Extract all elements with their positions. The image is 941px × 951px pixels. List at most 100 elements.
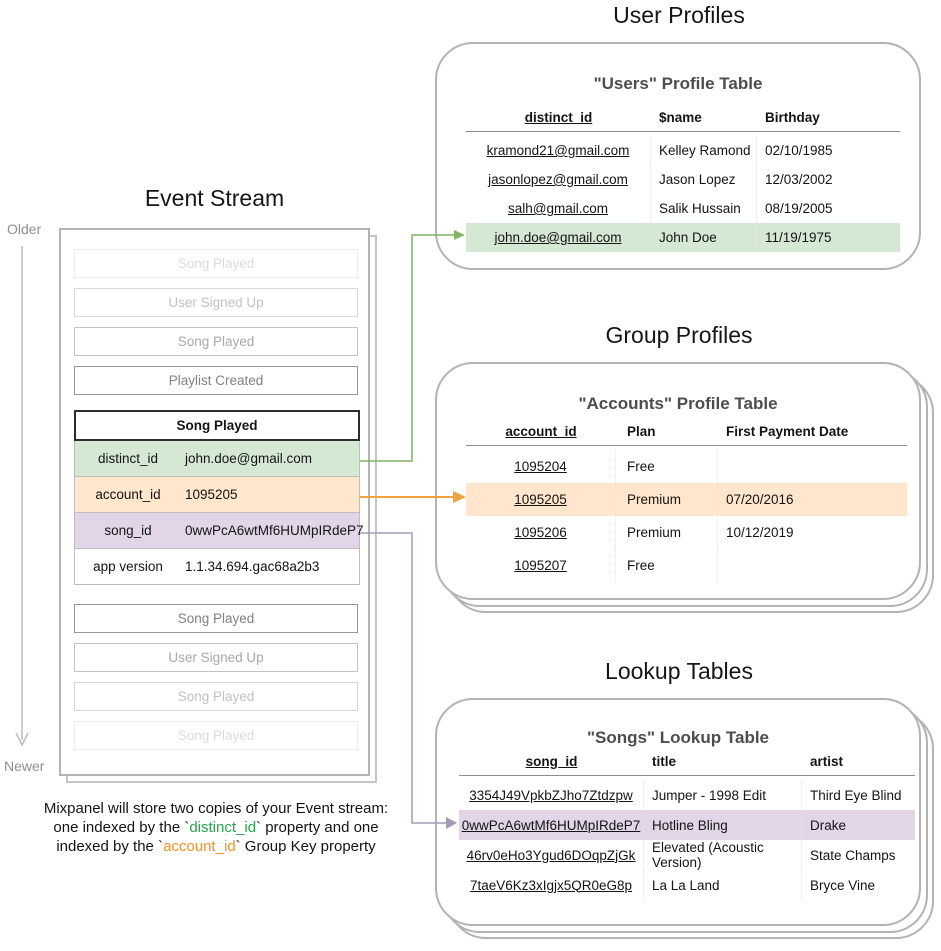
accounts-profile-card: "Accounts" Profile Table account_id Plan… bbox=[435, 362, 921, 600]
cell-plan: Premium bbox=[616, 516, 718, 549]
caption-text: ` property and one bbox=[256, 819, 379, 836]
users-table: distinct_id $name Birthday kramond21@gma… bbox=[466, 106, 900, 252]
cell-first-payment-date bbox=[718, 450, 907, 483]
cell-song-id: 46rv0eHo3Ygud6DOqpZjGk bbox=[459, 840, 644, 870]
table-row-highlighted: john.doe@gmail.com John Doe 11/19/1975 bbox=[466, 223, 900, 252]
column-header: Birthday bbox=[765, 109, 820, 125]
cell-name: John Doe bbox=[651, 223, 757, 252]
cell-birthday: 08/19/2005 bbox=[765, 201, 833, 216]
songs-table-header: song_id title artist bbox=[459, 750, 915, 772]
event-item: Playlist Created bbox=[74, 366, 358, 395]
older-label: Older bbox=[7, 221, 42, 237]
cell-account-id: 1095205 bbox=[466, 483, 616, 516]
distinct-id-token: distinct_id bbox=[189, 819, 257, 836]
cell-account-id: 1095206 bbox=[466, 516, 616, 549]
caption-text: ` Group Key property bbox=[235, 838, 376, 855]
property-value: john.doe@gmail.com bbox=[185, 451, 313, 466]
cell-artist: State Champs bbox=[810, 847, 896, 863]
timeline-arrow bbox=[15, 246, 29, 747]
event-label: Playlist Created bbox=[168, 373, 264, 388]
cell-title: Hotline Bling bbox=[644, 810, 802, 840]
cell-account-id: 1095204 bbox=[466, 450, 616, 483]
expanded-event-title: Song Played bbox=[74, 410, 360, 441]
cell-distinct-id: salh@gmail.com bbox=[466, 194, 651, 223]
lookup-tables-title: Lookup Tables bbox=[605, 658, 753, 684]
songs-card-title: "Songs" Lookup Table bbox=[586, 728, 770, 747]
cell-title: Jumper - 1998 Edit bbox=[644, 780, 802, 810]
cell-title: La La Land bbox=[644, 870, 802, 900]
property-key: account_id bbox=[95, 487, 161, 502]
cell-first-payment-date: 07/20/2016 bbox=[726, 492, 794, 507]
users-profile-card: "Users" Profile Table distinct_id $name … bbox=[435, 42, 921, 270]
caption-text: indexed by the ` bbox=[56, 838, 164, 855]
event-property-row: app version 1.1.34.694.gac68a2b3 bbox=[74, 549, 360, 585]
property-key: song_id bbox=[104, 523, 152, 538]
column-header: distinct_id bbox=[524, 109, 593, 125]
cell-distinct-id: jasonlopez@gmail.com bbox=[466, 165, 651, 194]
table-row: 46rv0eHo3Ygud6DOqpZjGk Elevated (Acousti… bbox=[459, 840, 915, 870]
songs-table: song_id title artist 3354J49VpkbZJho7Ztd… bbox=[459, 750, 915, 900]
cell-song-id: 7taeV6Kz3xIgjx5QR0eG8p bbox=[459, 870, 644, 900]
group-profiles-title: Group Profiles bbox=[605, 322, 753, 348]
table-row-highlighted: 0wwPcA6wtMf6HUMpIRdeP7 Hotline Bling Dra… bbox=[459, 810, 915, 840]
account-id-token: account_id bbox=[163, 838, 236, 855]
property-value: 0wwPcA6wtMf6HUMpIRdeP7 bbox=[185, 523, 364, 538]
event-label: User Signed Up bbox=[168, 650, 264, 665]
user-profiles-title: User Profiles bbox=[613, 2, 745, 28]
event-property-row: account_id 1095205 bbox=[74, 477, 360, 513]
event-stream-title: Event Stream bbox=[144, 185, 285, 211]
cell-title: Elevated (Acoustic Version) bbox=[644, 840, 802, 870]
cell-name: Jason Lopez bbox=[651, 165, 757, 194]
accounts-table-header: account_id Plan First Payment Date bbox=[466, 420, 907, 442]
header-rule bbox=[459, 775, 915, 776]
cell-distinct-id: kramond21@gmail.com bbox=[466, 136, 651, 165]
column-header: First Payment Date bbox=[726, 423, 849, 439]
event-item: Song Played bbox=[74, 249, 358, 278]
column-header: account_id bbox=[505, 423, 577, 439]
event-item: Song Played bbox=[74, 682, 358, 711]
cell-distinct-id: john.doe@gmail.com bbox=[466, 223, 651, 252]
users-card-title: "Users" Profile Table bbox=[593, 74, 763, 93]
footer-caption: Mixpanel will store two copies of your E… bbox=[30, 799, 402, 856]
header-rule bbox=[466, 445, 907, 446]
column-header: title bbox=[652, 753, 677, 769]
expanded-event-card: Song Played distinct_id john.doe@gmail.c… bbox=[74, 410, 364, 585]
cell-song-id: 0wwPcA6wtMf6HUMpIRdeP7 bbox=[459, 810, 644, 840]
cell-account-id: 1095207 bbox=[466, 549, 616, 582]
cell-plan: Free bbox=[616, 450, 718, 483]
newer-label: Newer bbox=[4, 758, 45, 774]
table-row: 1095207 Free bbox=[466, 549, 907, 582]
event-label: Song Played bbox=[177, 256, 255, 271]
table-row: 1095204 Free bbox=[466, 450, 907, 483]
event-label: Song Played bbox=[177, 334, 255, 349]
property-key: app version bbox=[93, 559, 163, 574]
table-row: 7taeV6Kz3xIgjx5QR0eG8p La La Land Bryce … bbox=[459, 870, 915, 900]
event-property-row: distinct_id john.doe@gmail.com bbox=[74, 441, 360, 477]
cell-song-id: 3354J49VpkbZJho7Ztdzpw bbox=[459, 780, 644, 810]
event-label: Song Played bbox=[177, 689, 255, 704]
cell-birthday: 12/03/2002 bbox=[765, 172, 833, 187]
event-label: User Signed Up bbox=[168, 295, 264, 310]
cell-artist: Bryce Vine bbox=[810, 877, 876, 893]
cell-artist: Drake bbox=[810, 817, 847, 833]
property-key: distinct_id bbox=[97, 451, 159, 466]
column-header: artist bbox=[810, 753, 844, 769]
table-row: 1095206 Premium 10/12/2019 bbox=[466, 516, 907, 549]
table-row: jasonlopez@gmail.com Jason Lopez 12/03/2… bbox=[466, 165, 900, 194]
cell-birthday: 02/10/1985 bbox=[765, 143, 833, 158]
cell-plan: Premium bbox=[616, 483, 718, 516]
cell-first-payment-date: 10/12/2019 bbox=[726, 525, 794, 540]
table-row: 3354J49VpkbZJho7Ztdzpw Jumper - 1998 Edi… bbox=[459, 780, 915, 810]
table-row-highlighted: 1095205 Premium 07/20/2016 bbox=[466, 483, 907, 516]
property-value: 1095205 bbox=[185, 487, 238, 502]
caption-line-2: one indexed by the `distinct_id` propert… bbox=[30, 818, 402, 837]
users-table-header: distinct_id $name Birthday bbox=[466, 106, 900, 128]
caption-text: one indexed by the ` bbox=[53, 819, 190, 836]
event-label: Song Played bbox=[177, 728, 255, 743]
event-item: Song Played bbox=[74, 604, 358, 633]
cell-artist: Third Eye Blind bbox=[810, 787, 902, 803]
column-header: $name bbox=[659, 109, 702, 125]
event-item: Song Played bbox=[74, 327, 358, 356]
event-property-row: song_id 0wwPcA6wtMf6HUMpIRdeP7 bbox=[74, 513, 364, 549]
event-stream-container: Song Played User Signed Up Song Played P… bbox=[59, 228, 370, 776]
